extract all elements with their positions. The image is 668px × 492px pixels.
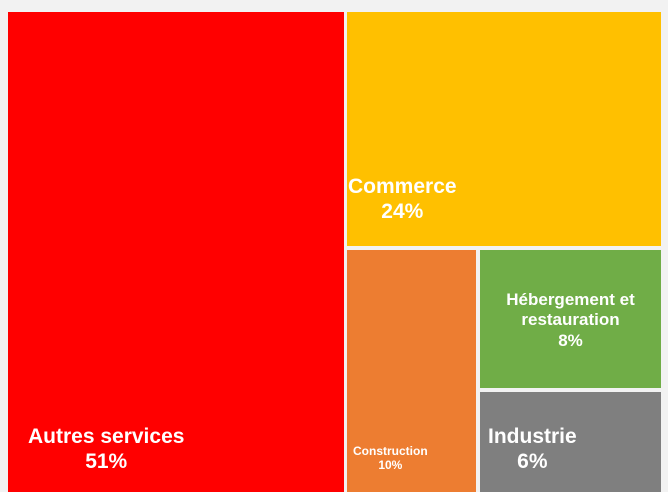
label-hebergement: Hébergement et restauration [506,290,635,330]
tile-commerce: Commerce 24% [347,12,661,246]
value-autres-services: 51% [85,450,128,474]
label-construction: Construction [353,444,428,458]
value-industrie: 6% [517,450,548,474]
value-commerce: 24% [381,200,424,224]
label-autres-services: Autres services [28,425,185,448]
value-hebergement: 8% [558,330,583,350]
label-commerce: Commerce [348,175,457,198]
tile-hebergement: Hébergement et restauration 8% [480,250,661,388]
tile-industrie: Industrie 6% [480,392,661,492]
tile-construction: Construction 10% [347,250,476,492]
tile-autres-services: Autres services 51% [8,12,344,492]
label-industrie: Industrie [488,425,577,448]
value-construction: 10% [378,458,403,473]
